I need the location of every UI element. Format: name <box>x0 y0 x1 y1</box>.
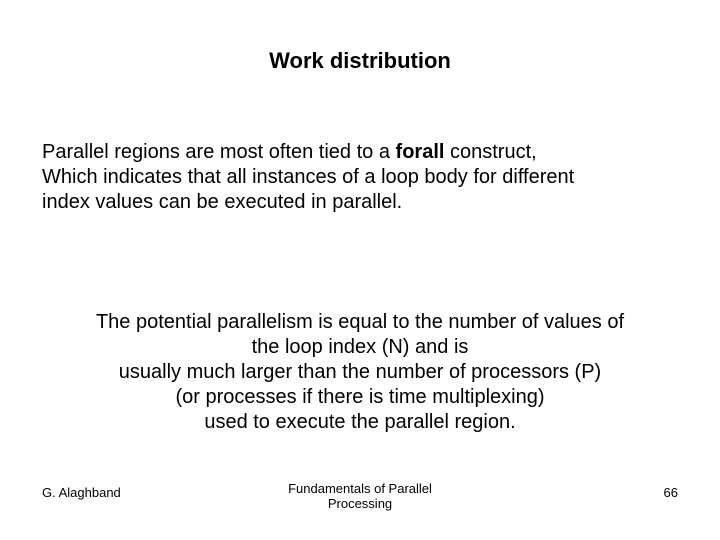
para1-line1-post: construct, <box>444 141 536 163</box>
slide-title: Work distribution <box>0 48 720 74</box>
paragraph-1: Parallel regions are most often tied to … <box>42 140 678 215</box>
slide: Work distribution Parallel regions are m… <box>0 0 720 540</box>
para2-line5: used to execute the parallel region. <box>204 411 515 433</box>
footer-title-line2: Processing <box>328 496 392 511</box>
footer-title-line1: Fundamentals of Parallel <box>288 481 432 496</box>
para2-line2: the loop index (N) and is <box>252 336 469 358</box>
paragraph-2: The potential parallelism is equal to th… <box>42 310 678 435</box>
para1-line1-pre: Parallel regions are most often tied to … <box>42 141 396 163</box>
footer-title: Fundamentals of Parallel Processing <box>0 481 720 512</box>
para2-line4: (or processes if there is time multiplex… <box>175 386 544 408</box>
para1-line3: index values can be executed in parallel… <box>42 191 402 213</box>
para1-forall-keyword: forall <box>396 141 445 163</box>
para2-line1: The potential parallelism is equal to th… <box>96 311 624 333</box>
para1-line2: Which indicates that all instances of a … <box>42 166 574 188</box>
footer-page-number: 66 <box>664 485 678 500</box>
para2-line3: usually much larger than the number of p… <box>119 361 601 383</box>
